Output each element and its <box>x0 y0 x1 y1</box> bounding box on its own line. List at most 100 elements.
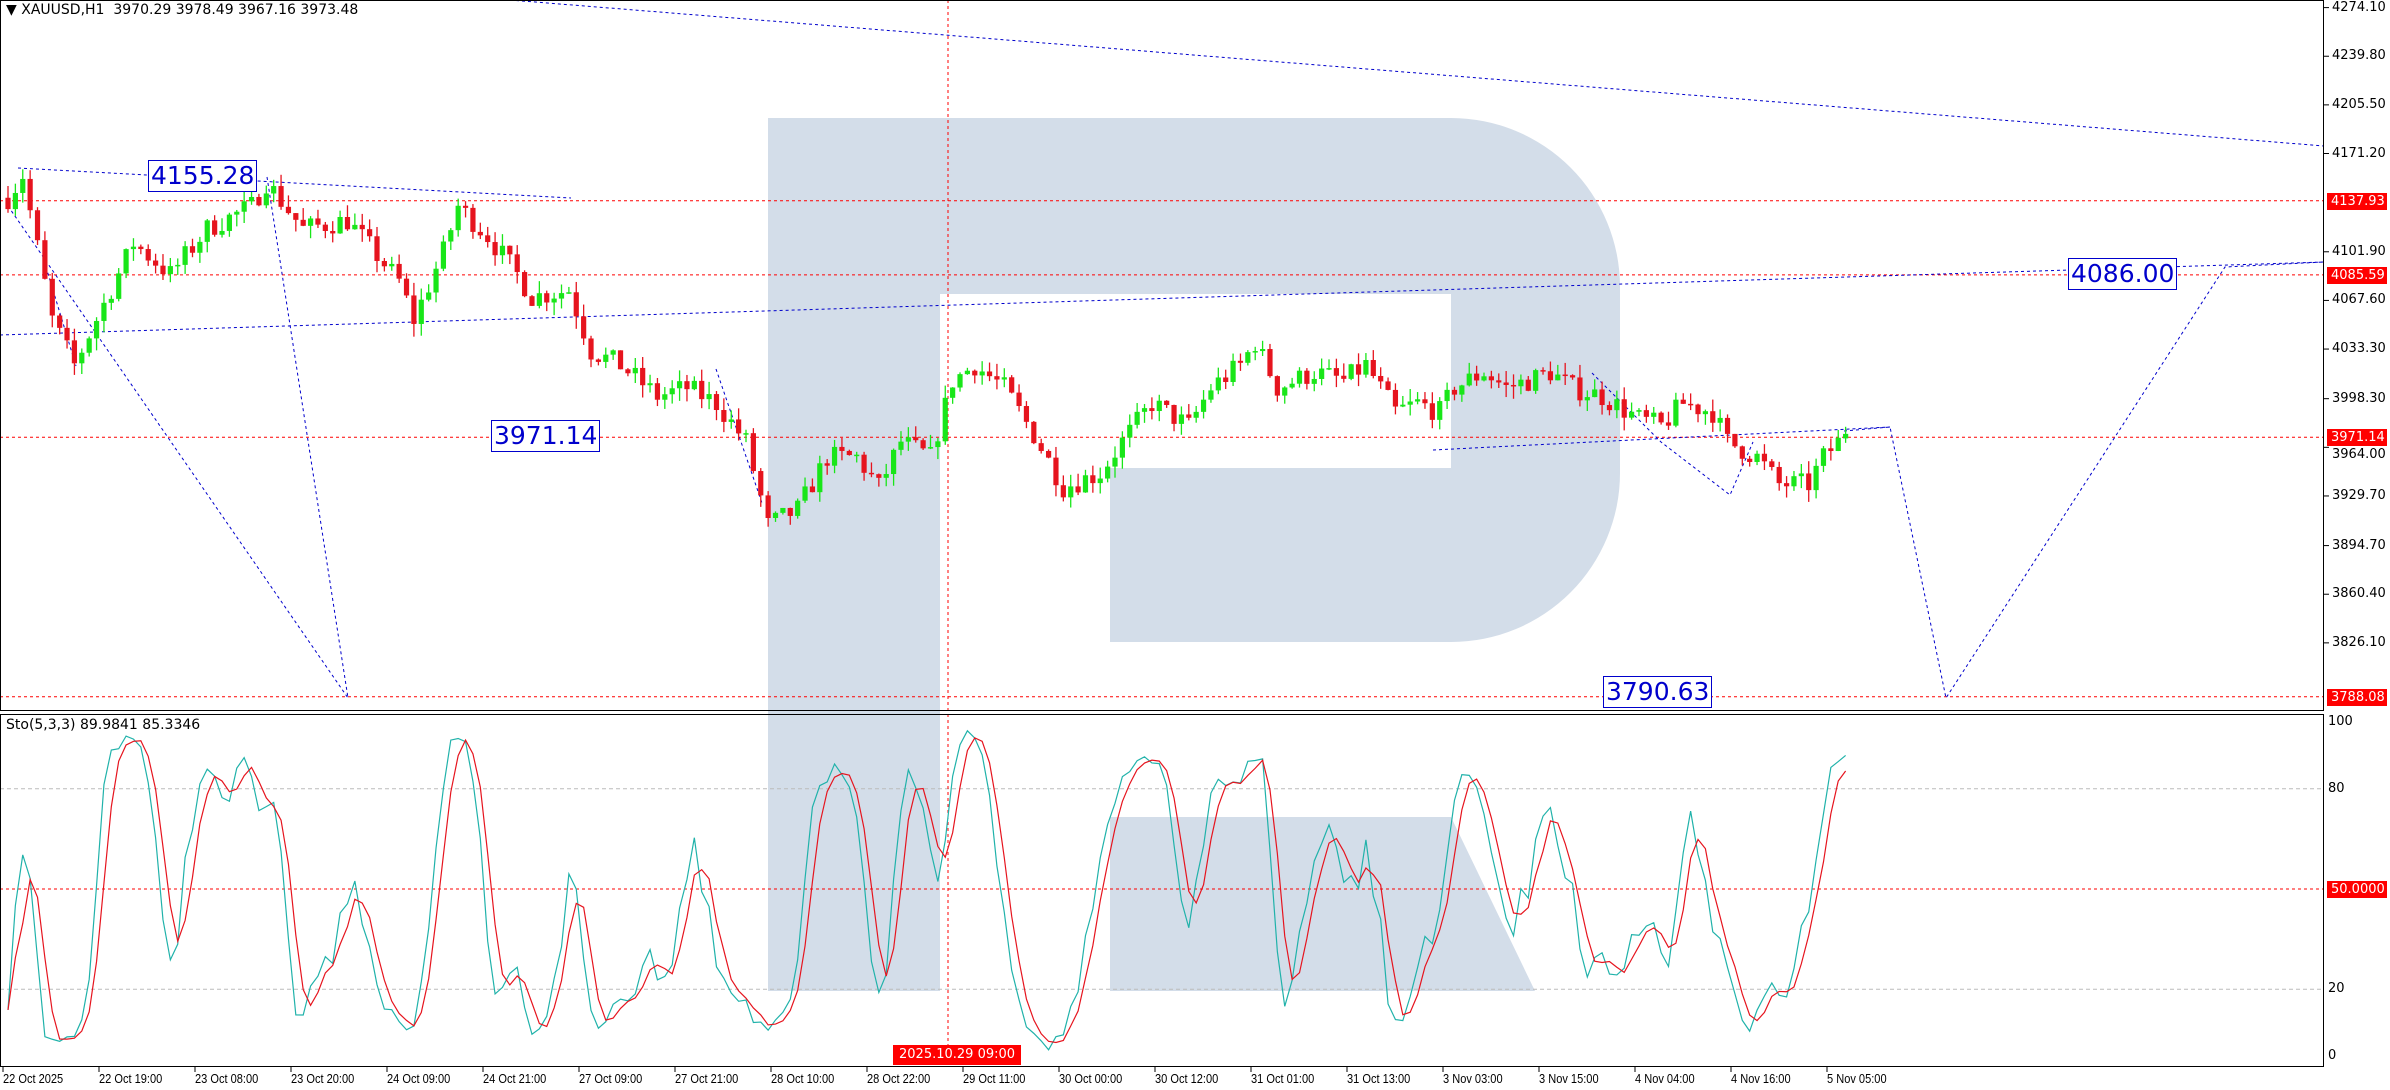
candle-body <box>1791 476 1797 487</box>
candle-body <box>389 263 395 267</box>
candle-body <box>1274 376 1280 396</box>
candle-body <box>1016 392 1022 407</box>
time-label: 3 Nov 03:00 <box>1443 1071 1503 1086</box>
candle-body <box>1127 424 1133 438</box>
time-label: 23 Oct 08:00 <box>195 1071 259 1086</box>
candle-body <box>1629 411 1635 418</box>
candle-body <box>1186 414 1192 418</box>
candle-body <box>868 472 875 475</box>
candle-body <box>964 370 970 375</box>
candle-body <box>403 278 410 296</box>
candle-body <box>721 410 727 422</box>
candle-body <box>617 350 624 370</box>
candle-body <box>595 359 601 362</box>
candle-body <box>1459 385 1465 395</box>
candle-body <box>64 327 70 341</box>
triangle-down-icon[interactable]: ▼ <box>6 2 17 18</box>
candle-body <box>1237 360 1244 363</box>
candle-body <box>226 214 232 231</box>
candle-body <box>846 450 852 456</box>
time-label: 29 Oct 11:00 <box>963 1071 1026 1086</box>
price-level-label: 4137.93 <box>2327 192 2387 210</box>
candle-body <box>625 369 631 374</box>
candle-body <box>1304 370 1310 384</box>
candle-body <box>979 371 985 376</box>
trend-line <box>17 167 572 199</box>
candle-body <box>1806 473 1812 491</box>
candle-body <box>1193 411 1199 418</box>
candle-body <box>1488 376 1494 381</box>
candle-body <box>12 192 18 210</box>
watermark-logo <box>768 118 1620 991</box>
time-label: 30 Oct 12:00 <box>1155 1071 1219 1086</box>
time-label: 30 Oct 00:00 <box>1059 1071 1123 1086</box>
candle-body <box>669 388 675 395</box>
candle-body <box>713 394 720 411</box>
candle-body <box>876 474 882 478</box>
candle-body <box>1326 368 1332 370</box>
candle-body <box>957 374 963 388</box>
candle-body <box>1503 382 1509 385</box>
candle-body <box>1208 390 1214 400</box>
trend-line <box>1432 426 1891 451</box>
candles <box>5 169 1849 527</box>
candle-body <box>1437 401 1443 420</box>
candle-body <box>138 246 144 250</box>
time-label: 31 Oct 01:00 <box>1251 1071 1315 1086</box>
candle-body <box>1481 376 1487 381</box>
price-annotation[interactable]: 3790.63 <box>1603 676 1713 708</box>
candle-body <box>234 211 240 215</box>
candle-body <box>1739 446 1745 459</box>
candle-body <box>654 383 661 400</box>
price-annotation[interactable]: 3971.14 <box>491 420 601 452</box>
candle-body <box>1732 433 1738 447</box>
candle-body <box>337 217 343 234</box>
candle-body <box>271 186 277 194</box>
candle-body <box>986 371 993 377</box>
candle-body <box>293 213 299 220</box>
candle-body <box>108 298 114 303</box>
candle-body <box>640 367 646 386</box>
candle-body <box>1097 478 1103 484</box>
candle-body <box>1592 389 1598 398</box>
candle-body <box>1724 417 1731 434</box>
candle-body <box>212 220 218 235</box>
candle-body <box>1702 411 1708 415</box>
trend-line <box>45 266 77 367</box>
chart-header: ▼ XAUUSD,H1 3970.29 3978.49 3967.16 3973… <box>6 2 358 18</box>
candle-body <box>411 295 417 324</box>
candle-body <box>1820 448 1827 466</box>
candle-body <box>1260 349 1266 352</box>
candle-body <box>750 433 756 472</box>
candle-body <box>1296 370 1303 384</box>
candle-body <box>1798 473 1804 477</box>
candle-body <box>367 229 373 237</box>
candle-body <box>1835 437 1841 452</box>
candle-body <box>706 394 712 400</box>
candle-body <box>536 293 542 306</box>
candle-body <box>699 380 705 400</box>
candle-body <box>256 197 262 206</box>
candle-body <box>1082 475 1089 493</box>
candle-body <box>935 441 941 448</box>
candle-body <box>1407 401 1413 405</box>
candle-body <box>551 298 557 303</box>
price-annotation[interactable]: 4086.00 <box>2068 258 2178 290</box>
price-annotation[interactable]: 4155.28 <box>148 160 258 192</box>
candle-body <box>831 446 838 466</box>
candle-body <box>219 230 225 235</box>
candle-body <box>728 419 734 422</box>
candle-body <box>1289 383 1295 388</box>
stoch-pane-border <box>0 714 2324 1067</box>
candle-body <box>145 249 151 261</box>
candle-body <box>1577 377 1583 401</box>
candle-body <box>1119 437 1125 458</box>
candle-body <box>197 241 203 253</box>
candle-body <box>1038 443 1044 451</box>
stoch-tick: 100 <box>2328 714 2353 729</box>
candle-body <box>1031 421 1037 444</box>
candle-body <box>175 264 181 267</box>
stoch-tick: 0 <box>2328 1048 2337 1063</box>
candle-body <box>1355 364 1362 375</box>
